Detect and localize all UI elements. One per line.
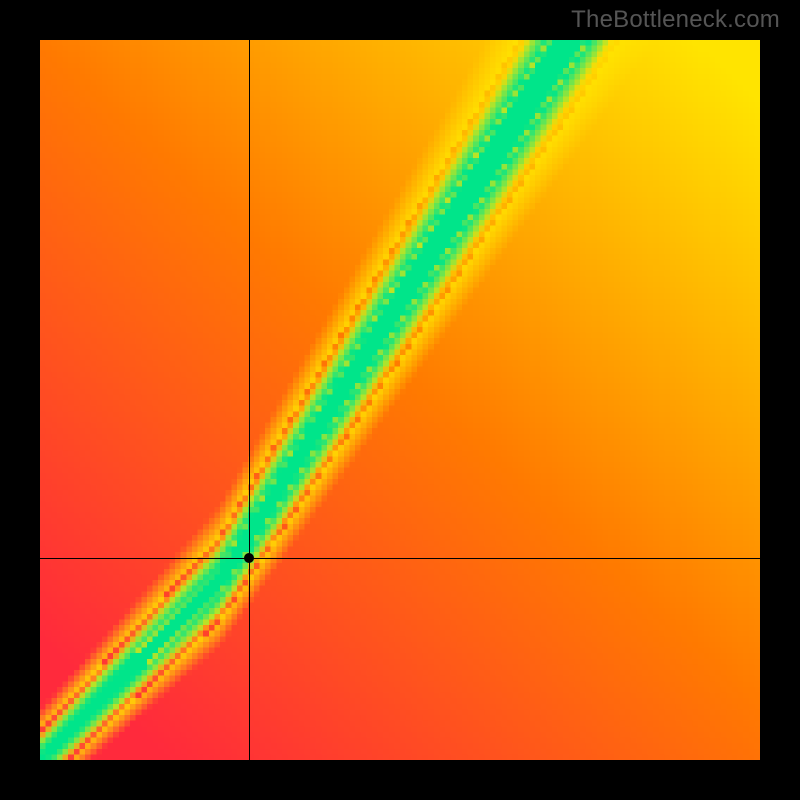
crosshair-horizontal [40,558,760,559]
chart-container: TheBottleneck.com [0,0,800,800]
selection-point [244,553,254,563]
heatmap-canvas [40,40,760,760]
watermark-text: TheBottleneck.com [571,6,780,34]
heatmap-plot [40,40,760,760]
chart-frame [0,0,800,800]
crosshair-vertical [249,40,250,760]
